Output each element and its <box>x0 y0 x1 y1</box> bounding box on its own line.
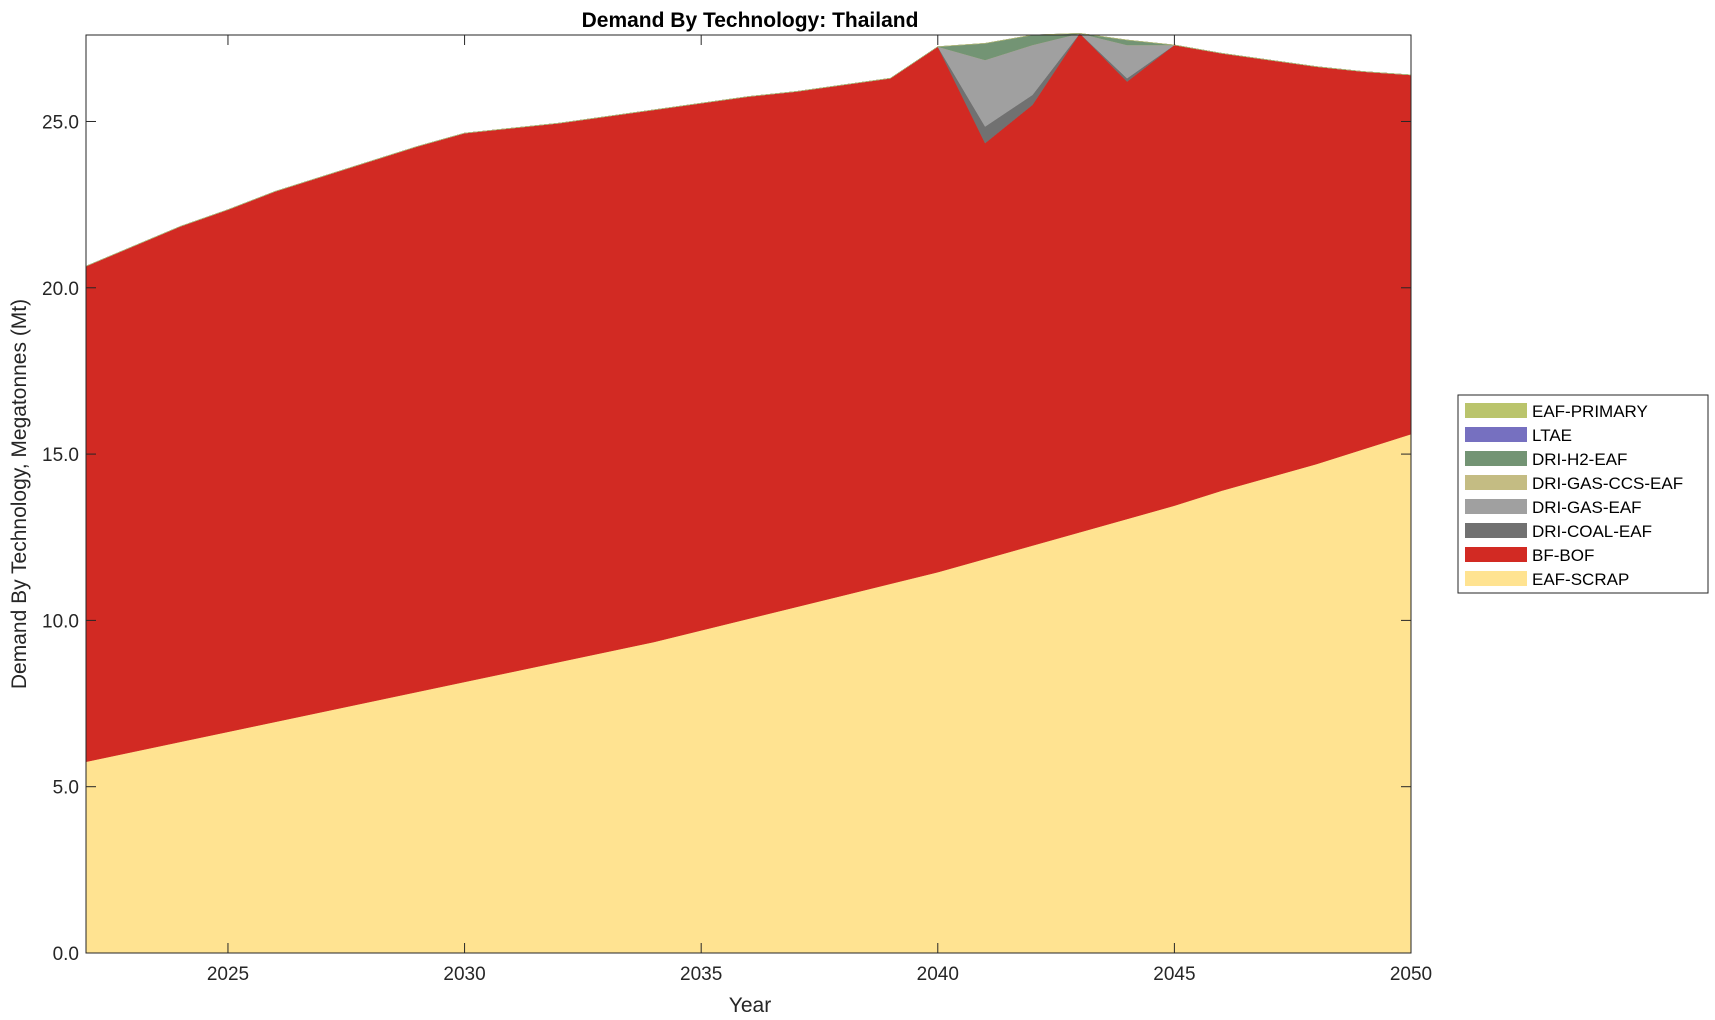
legend-swatch-eaf-primary <box>1465 403 1527 418</box>
y-tick-label: 10.0 <box>42 611 79 632</box>
legend-swatch-dri-gas-ccs-eaf <box>1465 475 1527 490</box>
legend-swatch-dri-h2-eaf <box>1465 451 1527 466</box>
x-tick-label: 2050 <box>1390 964 1432 985</box>
y-tick-label: 20.0 <box>42 279 79 300</box>
y-tick-label: 25.0 <box>42 112 79 133</box>
plot-frame <box>85 34 1412 954</box>
legend-label-bf-bof: BF-BOF <box>1532 546 1594 565</box>
legend-swatch-dri-coal-eaf <box>1465 523 1527 538</box>
legend: EAF-PRIMARY LTAE DRI-H2-EAF DRI-GAS-CCS-EAF… <box>1457 394 1709 594</box>
y-tick-label: 5.0 <box>53 778 79 799</box>
legend-label-dri-coal-eaf: DRI-COAL-EAF <box>1532 522 1652 541</box>
y-tick-label: 0.0 <box>53 944 79 965</box>
x-axis-title: Year <box>729 994 771 1017</box>
x-tick-label: 2040 <box>917 964 959 985</box>
legend-swatch-dri-gas-eaf <box>1465 499 1527 514</box>
legend-label-dri-h2-eaf: DRI-H2-EAF <box>1532 450 1627 469</box>
area-series-group <box>85 32 1412 954</box>
legend-label-ltae: LTAE <box>1532 426 1572 445</box>
legend-label-dri-gas-ccs-eaf: DRI-GAS-CCS-EAF <box>1532 474 1683 493</box>
chart-title: Demand By Technology: Thailand <box>582 9 919 32</box>
y-tick-label: 15.0 <box>42 445 79 466</box>
y-axis-title: Demand By Technology, Megatonnes (Mt) <box>8 299 31 689</box>
y-axis: 0.0 5.0 10.0 15.0 20.0 25.0 <box>42 112 1411 965</box>
x-axis: 2025 2030 2035 2040 2045 2050 <box>207 35 1432 985</box>
x-tick-label: 2030 <box>443 964 485 985</box>
legend-label-dri-gas-eaf: DRI-GAS-EAF <box>1532 498 1642 517</box>
x-tick-label: 2045 <box>1153 964 1195 985</box>
x-tick-label: 2025 <box>207 964 249 985</box>
legend-swatch-ltae <box>1465 427 1527 442</box>
legend-swatch-bf-bof <box>1465 547 1527 562</box>
legend-swatch-eaf-scrap <box>1465 571 1527 586</box>
x-tick-label: 2035 <box>680 964 722 985</box>
legend-label-eaf-primary: EAF-PRIMARY <box>1532 402 1648 421</box>
legend-label-eaf-scrap: EAF-SCRAP <box>1532 570 1629 589</box>
